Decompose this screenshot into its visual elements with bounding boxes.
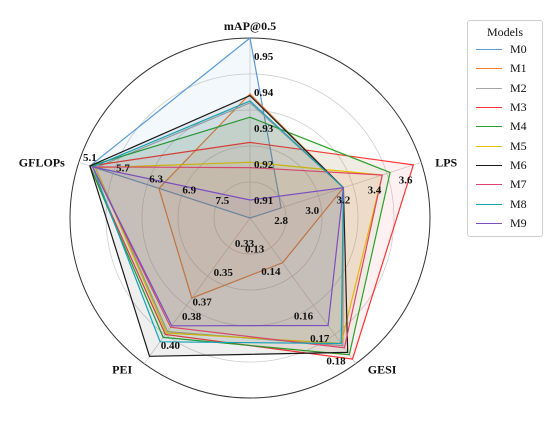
legend-item: M3 bbox=[468, 98, 542, 117]
radar-chart: 0.910.920.930.940.952.83.03.23.43.60.130… bbox=[19, 19, 458, 399]
tick-label: 0.35 bbox=[214, 267, 234, 279]
tick-label: 3.6 bbox=[399, 174, 413, 186]
legend-label: M5 bbox=[510, 138, 527, 153]
legend-swatch bbox=[476, 107, 502, 109]
axis-title: mAP@0.5 bbox=[224, 19, 276, 33]
tick-label: 0.93 bbox=[254, 123, 274, 135]
tick-label: 3.0 bbox=[305, 205, 319, 217]
legend-swatch bbox=[476, 222, 502, 224]
tick-label: 0.40 bbox=[161, 340, 181, 352]
legend-label: M0 bbox=[510, 42, 527, 57]
tick-label: 2.8 bbox=[274, 215, 288, 227]
legend-label: M2 bbox=[510, 80, 527, 95]
tick-label: 7.5 bbox=[216, 195, 230, 207]
tick-label: 0.92 bbox=[254, 159, 274, 171]
legend-swatch bbox=[476, 68, 502, 70]
axis-title: LPS bbox=[435, 155, 457, 169]
tick-label: 0.17 bbox=[310, 333, 330, 345]
legend-label: M3 bbox=[510, 100, 527, 115]
legend-item: M5 bbox=[468, 136, 542, 155]
tick-label: 0.33 bbox=[235, 238, 255, 250]
tick-label: 0.16 bbox=[294, 311, 314, 323]
tick-label: 0.95 bbox=[254, 51, 274, 63]
tick-label: 6.3 bbox=[149, 173, 163, 185]
legend-swatch bbox=[476, 164, 502, 166]
legend-item: M9 bbox=[468, 214, 542, 233]
legend-swatch bbox=[476, 184, 502, 186]
legend-item: M7 bbox=[468, 175, 542, 194]
legend-item: M1 bbox=[468, 59, 542, 78]
tick-label: 0.94 bbox=[254, 87, 274, 99]
series-polygons bbox=[88, 36, 415, 360]
series-M4 bbox=[89, 116, 391, 356]
legend-label: M9 bbox=[510, 215, 527, 230]
tick-label: 5.7 bbox=[116, 163, 130, 175]
axis-title: PEI bbox=[112, 363, 132, 377]
tick-labels: 0.910.920.930.940.952.83.03.23.43.60.130… bbox=[83, 51, 413, 367]
legend-label: M4 bbox=[510, 119, 527, 134]
tick-label: 3.4 bbox=[368, 185, 382, 197]
tick-label: 3.2 bbox=[337, 195, 351, 207]
grid-spoke bbox=[143, 217, 251, 364]
series-M7 bbox=[91, 166, 384, 349]
tick-label: 0.37 bbox=[193, 296, 213, 308]
tick-label: 5.1 bbox=[83, 152, 97, 164]
series-M9 bbox=[91, 166, 345, 327]
legend-swatch bbox=[476, 145, 502, 147]
legend: Models M0 M1 M2 M3 M4 M5 M6 M7 M8 M9 bbox=[467, 20, 543, 237]
legend-item: M4 bbox=[468, 117, 542, 136]
legend-label: M1 bbox=[510, 61, 527, 76]
legend-item: M0 bbox=[468, 40, 542, 59]
tick-label: 0.13 bbox=[245, 243, 265, 255]
legend-title: Models bbox=[487, 25, 523, 39]
legend-label: M7 bbox=[510, 177, 527, 192]
axis-title: GFLOPs bbox=[19, 155, 65, 169]
tick-label: 0.18 bbox=[326, 355, 346, 367]
tick-label: 0.38 bbox=[182, 311, 202, 323]
legend-label: M6 bbox=[510, 157, 527, 172]
tick-label: 6.9 bbox=[182, 184, 196, 196]
legend-label: M8 bbox=[510, 196, 527, 211]
legend-swatch bbox=[476, 203, 502, 205]
legend-item: M6 bbox=[468, 156, 542, 175]
axis-titles: mAP@0.5 LPS GESI PEI GFLOPs bbox=[19, 19, 458, 377]
legend-swatch bbox=[476, 49, 502, 51]
series-M8 bbox=[91, 100, 345, 345]
legend-swatch bbox=[476, 126, 502, 128]
grid-spoke bbox=[249, 217, 357, 364]
legend-item: M8 bbox=[468, 194, 542, 213]
axis-title: GESI bbox=[368, 363, 397, 377]
tick-label: 0.91 bbox=[254, 195, 273, 207]
tick-label: 0.14 bbox=[261, 266, 281, 278]
legend-item: M2 bbox=[468, 79, 542, 98]
legend-swatch bbox=[476, 87, 502, 89]
